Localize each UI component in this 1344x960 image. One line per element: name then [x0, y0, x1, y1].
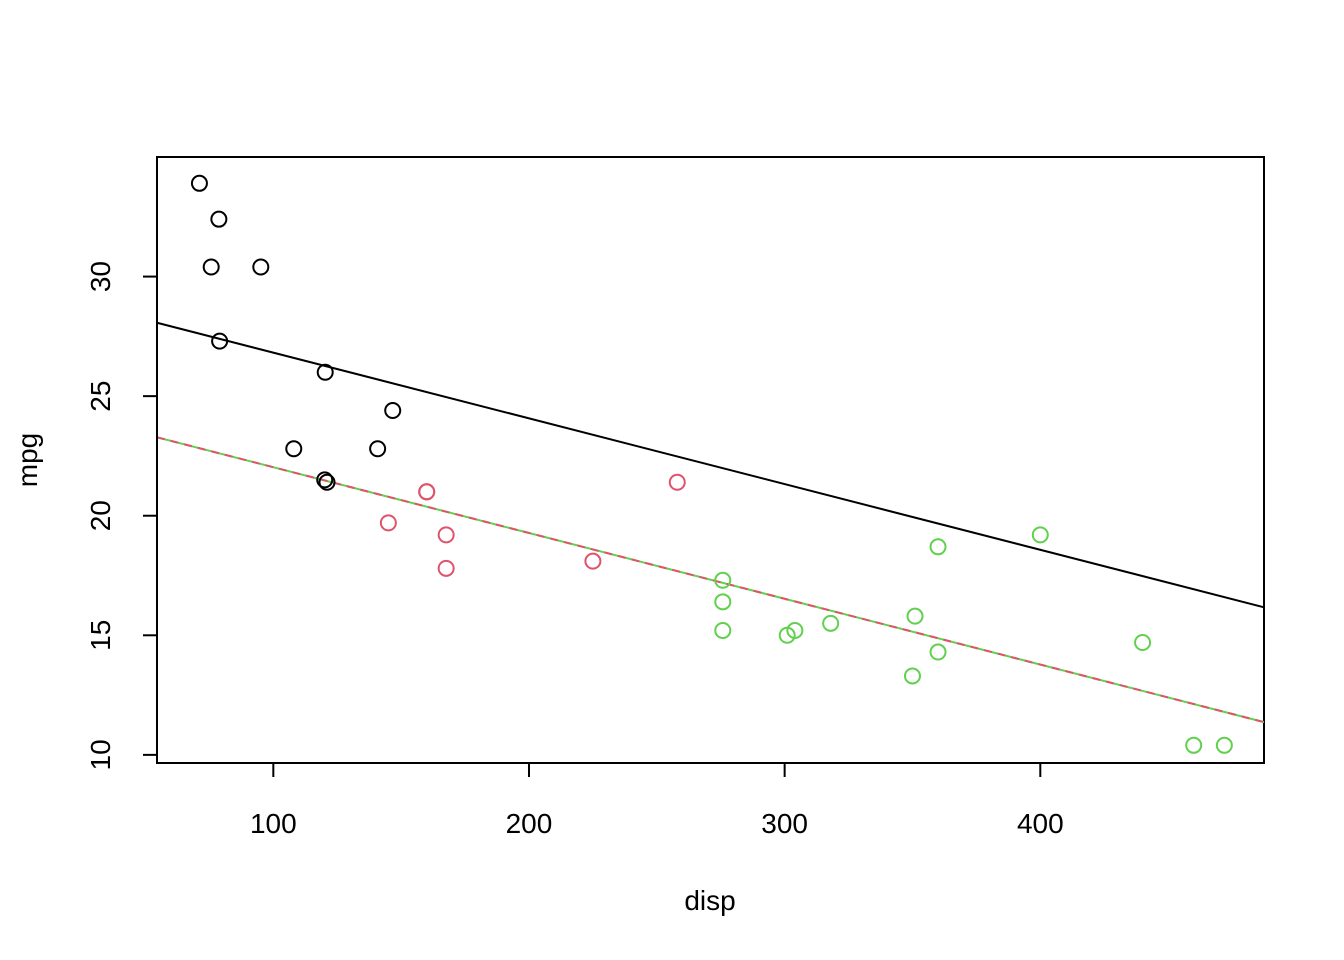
y-tick-label: 10	[85, 739, 116, 770]
data-point-s1-7	[384, 401, 402, 419]
data-points	[190, 174, 1233, 754]
data-point-s2-7	[584, 552, 602, 570]
x-tick-label: 200	[506, 808, 553, 839]
data-point-s1-11	[316, 471, 334, 489]
data-point-s2-6	[437, 559, 455, 577]
data-point-s1-10	[318, 473, 336, 491]
x-tick-label: 300	[761, 808, 808, 839]
data-point-s3-13	[1185, 736, 1203, 754]
y-axis-label: mpg	[12, 433, 43, 487]
data-point-s3-3	[714, 622, 732, 640]
plot-frame	[156, 156, 1265, 764]
data-point-s3-5	[778, 626, 796, 644]
data-point-s3-12	[1134, 633, 1152, 651]
data-point-s3-10	[929, 643, 947, 661]
data-point-s3-11	[903, 667, 921, 685]
data-point-s1-2	[210, 210, 228, 228]
data-point-s3-9	[906, 607, 924, 625]
y-tick-label: 30	[85, 261, 116, 292]
data-point-s3-6	[822, 614, 840, 632]
x-axis-label: disp	[684, 885, 735, 916]
data-point-s1-1	[190, 174, 208, 192]
data-point-s1-5	[211, 332, 229, 350]
y-tick-label: 20	[85, 500, 116, 531]
data-point-s3-2	[714, 593, 732, 611]
y-axis: 10 15 20 25 30	[85, 261, 158, 770]
data-point-s2-5	[437, 526, 455, 544]
regression-line-1	[156, 321, 1265, 609]
data-point-s3-7	[929, 538, 947, 556]
data-point-s2-2	[418, 483, 436, 501]
x-axis: 100 200 300 400	[250, 762, 1064, 839]
regression-lines	[156, 321, 1265, 724]
y-tick-label: 25	[85, 381, 116, 412]
data-point-s1-4	[252, 258, 270, 276]
data-point-s3-1	[714, 571, 732, 589]
regression-line-3	[156, 436, 1265, 724]
data-point-s1-6	[316, 363, 334, 381]
x-tick-label: 100	[250, 808, 297, 839]
data-point-s3-8	[1031, 526, 1049, 544]
data-point-s1-8	[285, 440, 303, 458]
data-point-s2-4	[379, 514, 397, 532]
data-point-s1-3	[202, 258, 220, 276]
data-point-s1-9	[369, 440, 387, 458]
x-tick-label: 400	[1017, 808, 1064, 839]
data-point-s3-14	[1215, 736, 1233, 754]
y-tick-label: 15	[85, 620, 116, 651]
data-point-s2-3	[668, 473, 686, 491]
